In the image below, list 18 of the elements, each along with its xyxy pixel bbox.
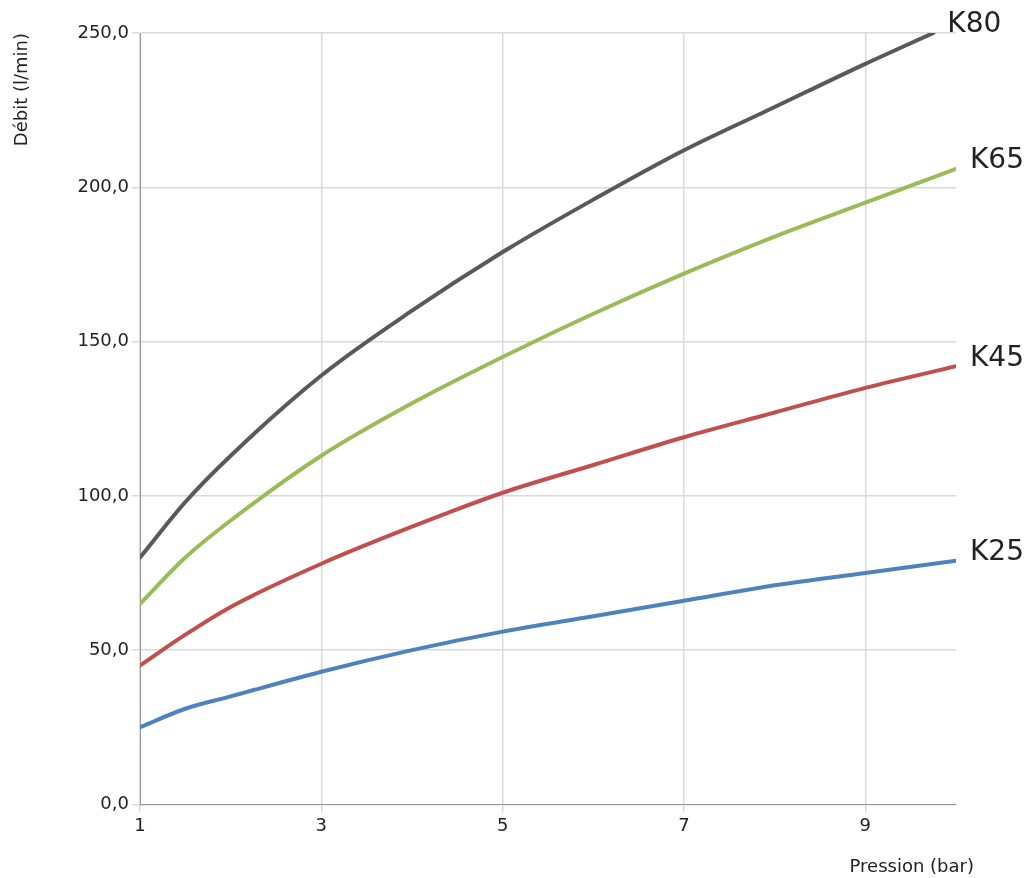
y-tick-label: 50,0: [88, 637, 129, 659]
series-label: K80: [947, 6, 1002, 40]
series-label: K25: [970, 533, 1024, 567]
line-series: [140, 33, 936, 560]
y-tick-label: 250,0: [77, 20, 129, 42]
y-tick-label: 100,0: [77, 483, 129, 505]
y-tick-label: 150,0: [77, 329, 129, 351]
x-tick-label: 1: [134, 813, 146, 835]
x-tick-label: 9: [859, 813, 872, 835]
x-tick-label: 3: [315, 813, 328, 835]
series-label: K65: [970, 142, 1024, 176]
series-label: K45: [970, 339, 1024, 373]
y-tick-label: 200,0: [77, 174, 129, 196]
x-axis-title: Pression (bar): [849, 854, 974, 876]
x-tick-label: 7: [678, 813, 690, 835]
y-tick-label: 0,0: [100, 792, 129, 814]
y-axis-title: Débit (l/min): [9, 33, 31, 147]
x-tick-label: 5: [496, 813, 509, 835]
